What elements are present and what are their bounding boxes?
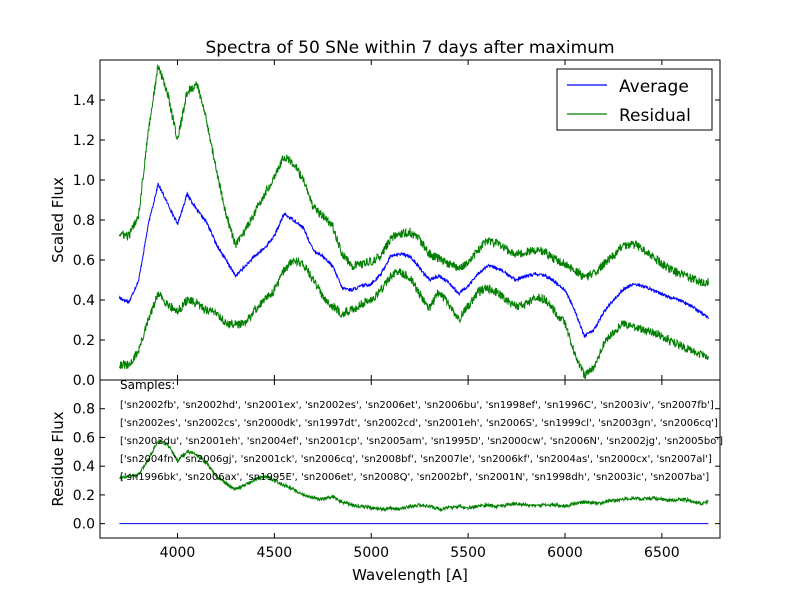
legend: Average Residual (556, 68, 713, 131)
chart-title: Spectra of 50 SNe within 7 days after ma… (205, 38, 614, 58)
x-tick-label: 4500 (257, 545, 293, 561)
y-tick-label: 0.8 (73, 213, 95, 229)
samples-label: Samples: (120, 378, 175, 392)
series-line-average (118, 182, 709, 339)
series-line-residual (119, 438, 709, 513)
samples-line: ['sn1996bk', 'sn2006ax', 'sn1995E', 'sn2… (120, 472, 709, 483)
samples-line: ['sn2002es', 'sn2002cs', 'sn2000dk', 'sn… (120, 418, 718, 429)
top-plot-lines (118, 63, 709, 380)
y-tick-label: 0.0 (73, 373, 95, 389)
bottom-plot-lines (119, 438, 709, 525)
x-tick-label: 4000 (160, 545, 196, 561)
y-tick-label: 0.6 (73, 253, 95, 269)
y-tick-label: 0.2 (73, 333, 95, 349)
y-tick-label: 0.6 (73, 430, 95, 446)
legend-average-label: Average (619, 77, 689, 97)
samples-annotation: Samples: ['sn2002fb', 'sn2002hd', 'sn200… (120, 378, 723, 483)
y-tick-label: 0.2 (73, 488, 95, 504)
x-tick-label: 6000 (547, 545, 583, 561)
y-axis-label-top: Scaled Flux (49, 177, 67, 263)
y-tick-label: 0.4 (73, 459, 95, 475)
legend-residual-label: Residual (619, 106, 691, 126)
legend-box (556, 68, 713, 131)
bottom-axes-frame (99, 379, 721, 539)
y-tick-label: 0.4 (73, 293, 95, 309)
series-line-residual-upper (118, 63, 709, 288)
axis-ticks: 0.0 0.2 0.4 0.6 0.8 1.0 1.2 1.4 0.0 0.2 0.4 0.6 0.8 4… (73, 60, 720, 561)
x-axis-label: Wavelength [A] (352, 566, 468, 584)
x-tick-label: 6500 (644, 545, 680, 561)
y-tick-label: 1.0 (73, 173, 95, 189)
samples-line: ['sn2002du', 'sn2001eh', 'sn2004ef', 'sn… (120, 436, 723, 447)
samples-line: ['sn2004fn', 'sn2006gj', 'sn2001ck', 'sn… (120, 454, 712, 465)
y-tick-label: 0.0 (73, 517, 95, 533)
y-axis-label-bottom: Residue Flux (49, 411, 67, 506)
y-tick-label: 0.8 (73, 402, 95, 418)
y-tick-label: 1.2 (73, 133, 95, 149)
y-tick-label: 1.4 (73, 93, 95, 109)
samples-line: ['sn2002fb', 'sn2002hd', 'sn2001ex', 'sn… (120, 400, 714, 411)
x-tick-label: 5500 (450, 545, 486, 561)
series-line-residual-lower (118, 256, 709, 380)
x-tick-label: 5000 (353, 545, 389, 561)
